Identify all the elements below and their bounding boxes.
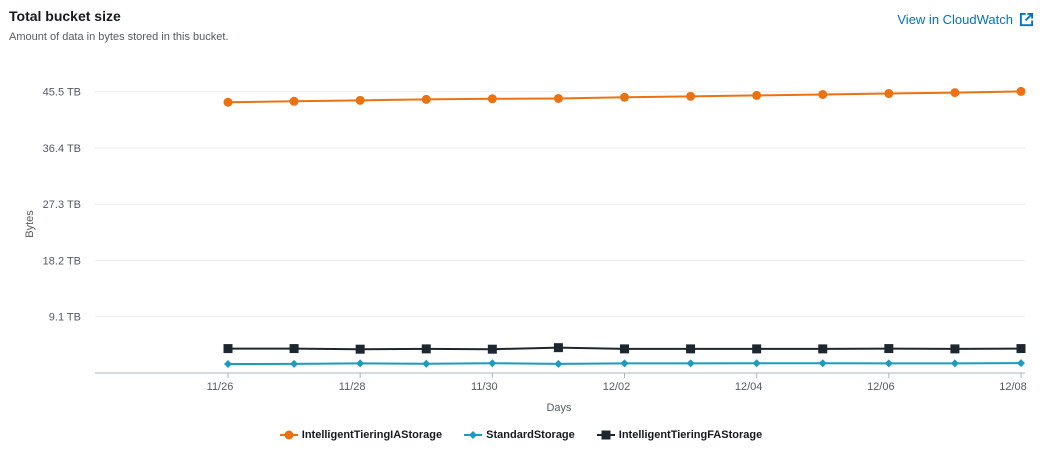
data-point-IntelligentTieringIAStorage <box>686 91 696 101</box>
data-point-IntelligentTieringFAStorage <box>289 344 299 354</box>
data-point-IntelligentTieringFAStorage <box>355 344 365 354</box>
data-point-IntelligentTieringFAStorage <box>818 344 828 354</box>
y-axis-title: Bytes <box>24 210 36 238</box>
legend-item-IntelligentTieringFAStorage[interactable]: IntelligentTieringFAStorage <box>596 429 763 441</box>
data-point-StandardStorage <box>1017 359 1025 368</box>
legend-swatch-circle <box>279 430 298 440</box>
legend-swatch-square <box>596 430 615 440</box>
data-point-StandardStorage <box>884 359 893 368</box>
data-point-StandardStorage <box>752 359 761 368</box>
data-point-StandardStorage <box>950 359 959 368</box>
data-point-IntelligentTieringFAStorage <box>553 343 563 353</box>
data-point-IntelligentTieringFAStorage <box>884 344 894 354</box>
data-point-StandardStorage <box>554 359 563 368</box>
data-point-StandardStorage <box>686 359 695 368</box>
x-axis-title: Days <box>546 402 572 414</box>
data-point-IntelligentTieringIAStorage <box>223 97 233 107</box>
x-tick-label: 12/02 <box>603 381 631 393</box>
data-point-IntelligentTieringFAStorage <box>950 344 960 354</box>
data-point-IntelligentTieringFAStorage <box>686 344 696 354</box>
data-point-StandardStorage <box>620 359 629 368</box>
data-point-IntelligentTieringIAStorage <box>553 93 563 103</box>
legend-item-StandardStorage[interactable]: StandardStorage <box>464 429 575 441</box>
legend-swatch-marker <box>469 431 478 439</box>
data-point-StandardStorage <box>356 359 365 368</box>
data-point-StandardStorage <box>818 359 827 368</box>
x-tick-label: 11/30 <box>471 381 498 393</box>
legend-label: IntelligentTieringFAStorage <box>618 429 763 441</box>
data-point-IntelligentTieringIAStorage <box>818 89 828 99</box>
x-tick-label: 12/06 <box>867 381 895 393</box>
chart-subtitle: Amount of data in bytes stored in this b… <box>9 31 229 43</box>
data-point-IntelligentTieringIAStorage <box>884 89 894 99</box>
line-chart: 9.1 TB 18.2 TB 27.3 TB 36.4 TB 45.5 TB 11/26 1… <box>24 86 1027 414</box>
legend-label: StandardStorage <box>486 429 575 441</box>
y-tick-label: 45.5 TB <box>43 87 81 99</box>
data-point-IntelligentTieringFAStorage <box>421 344 431 354</box>
x-tick-label: 11/26 <box>207 381 234 393</box>
data-point-IntelligentTieringIAStorage <box>1016 86 1026 96</box>
x-tick-label: 12/04 <box>735 381 763 393</box>
y-tick-label: 27.3 TB <box>43 199 81 211</box>
data-point-IntelligentTieringIAStorage <box>289 96 299 106</box>
legend-swatch-marker <box>601 430 611 440</box>
chart-header: Total bucket size Amount of data in byte… <box>9 6 229 44</box>
data-point-IntelligentTieringIAStorage <box>355 95 365 105</box>
data-point-IntelligentTieringIAStorage <box>752 90 762 100</box>
data-point-IntelligentTieringFAStorage <box>620 344 629 354</box>
data-point-IntelligentTieringIAStorage <box>950 88 960 98</box>
view-in-cloudwatch-link[interactable]: View in CloudWatch <box>897 12 1034 27</box>
y-tick-label: 36.4 TB <box>43 143 81 155</box>
data-point-IntelligentTieringFAStorage <box>223 344 233 354</box>
chart-legend: IntelligentTieringIAStorage StandardStora… <box>0 429 1042 441</box>
legend-item-IntelligentTieringIAStorage[interactable]: IntelligentTieringIAStorage <box>279 429 443 441</box>
view-in-cloudwatch-label: View in CloudWatch <box>897 12 1013 27</box>
x-tick-label: 11/28 <box>339 381 366 393</box>
legend-swatch-marker <box>284 430 294 440</box>
data-point-IntelligentTieringIAStorage <box>421 94 431 104</box>
data-point-IntelligentTieringFAStorage <box>752 344 762 354</box>
data-point-IntelligentTieringFAStorage <box>1016 344 1026 354</box>
legend-swatch-diamond <box>464 431 483 439</box>
data-point-StandardStorage <box>422 359 431 368</box>
y-tick-label: 9.1 TB <box>49 312 81 324</box>
external-link-icon <box>1019 12 1034 27</box>
legend-label: IntelligentTieringIAStorage <box>301 429 443 441</box>
data-point-IntelligentTieringFAStorage <box>487 344 497 354</box>
data-point-IntelligentTieringIAStorage <box>620 92 629 102</box>
data-point-StandardStorage <box>488 359 497 368</box>
y-tick-label: 18.2 TB <box>43 255 81 267</box>
data-point-StandardStorage <box>290 359 299 368</box>
chart-title: Total bucket size <box>9 8 121 24</box>
data-point-IntelligentTieringIAStorage <box>487 94 497 104</box>
x-tick-label: 12/08 <box>999 381 1027 393</box>
data-point-StandardStorage <box>224 360 232 369</box>
